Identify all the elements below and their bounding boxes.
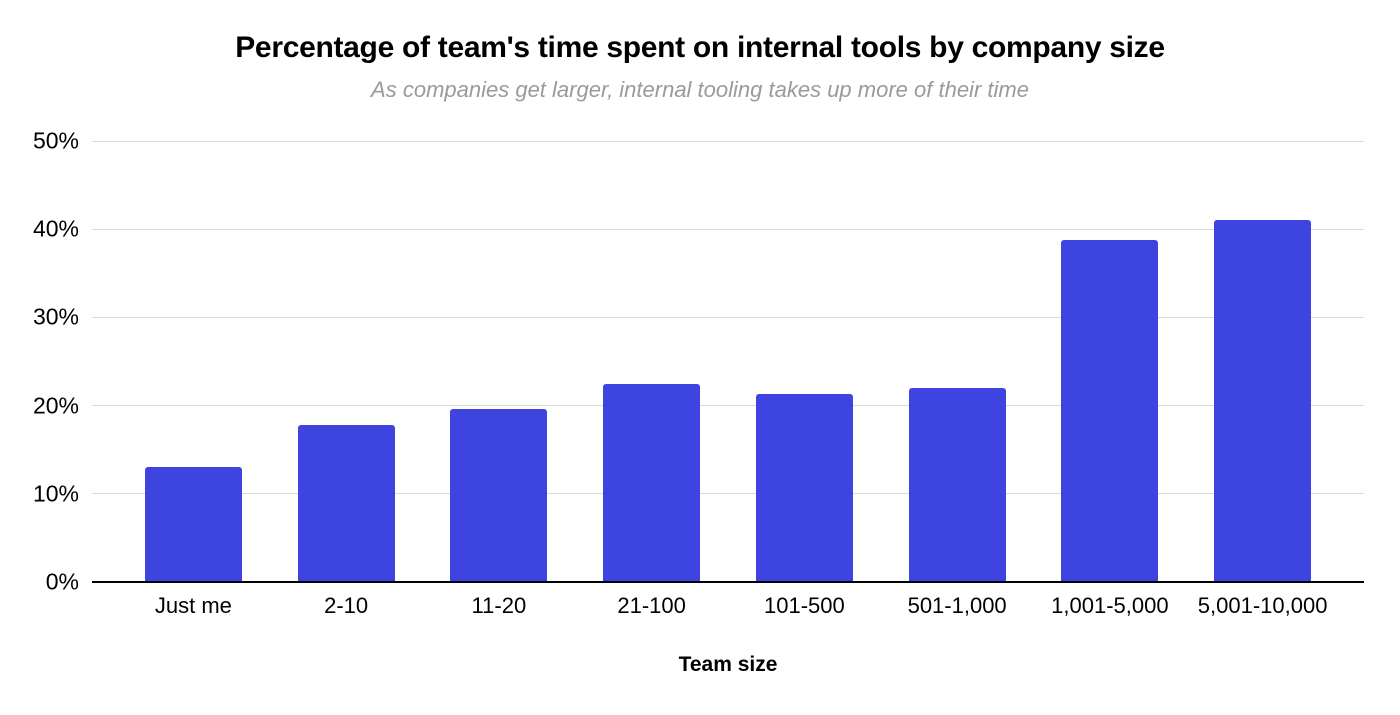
bar-column [270,141,423,582]
bar-column [1034,141,1187,582]
bar-column [117,141,270,582]
bar-column [728,141,881,582]
y-axis-tick-label-40%: 40% [32,215,79,242]
chart-subtitle: As companies get larger, internal toolin… [371,77,1029,102]
bar-21-100 [603,383,701,582]
y-axis-tick-label-50%: 50% [32,127,79,154]
y-axis-tick-label-30%: 30% [32,303,79,330]
x-axis-tick-labels: Just me 2-10 11-20 21-100 101-500 501-1,000 1,… [117,593,1339,619]
x-axis-tick-label: Just me [154,593,232,618]
bar-column [575,141,728,582]
bar-501-1-000 [908,387,1006,582]
bar-column [1186,141,1339,582]
gridline-30% [92,316,1364,318]
bar-2-10 [297,425,395,582]
x-axis-tick-label: 101-500 [764,593,845,618]
x-axis-tick-label: 21-100 [617,593,686,618]
x-axis-line [92,581,1364,583]
bar-11-20 [450,409,548,582]
bar-column [881,141,1034,582]
y-axis-tick-label-0%: 0% [45,568,79,595]
x-axis-tick-label: 501-1,000 [907,593,1007,618]
bar-5-001-10-000 [1214,220,1312,582]
gridline-40% [92,228,1364,230]
gridline-10% [92,493,1364,495]
plot-area: 0% 10% 20% 30% 40% 50% [33,129,1364,593]
chart-title: Percentage of team's time spent on inter… [235,31,1165,64]
y-axis-tick-label-10%: 10% [32,480,79,507]
x-axis-tick-label: 1,001-5,000 [1051,593,1169,618]
x-axis-tick-label: 2-10 [324,593,369,618]
bar-just-me [144,467,242,582]
x-axis-tick-label: 5,001-10,000 [1197,593,1328,618]
bar-column [423,141,576,582]
y-axis-tick-label-20%: 20% [32,392,79,419]
x-axis-tick-label: 11-20 [471,593,527,618]
bar-101-500 [755,394,853,582]
gridline-50% [92,140,1364,142]
bars-group [117,141,1339,582]
gridline-20% [92,405,1364,407]
x-axis-title: Team size [678,653,778,676]
bar-1-001-5-000 [1061,239,1159,582]
